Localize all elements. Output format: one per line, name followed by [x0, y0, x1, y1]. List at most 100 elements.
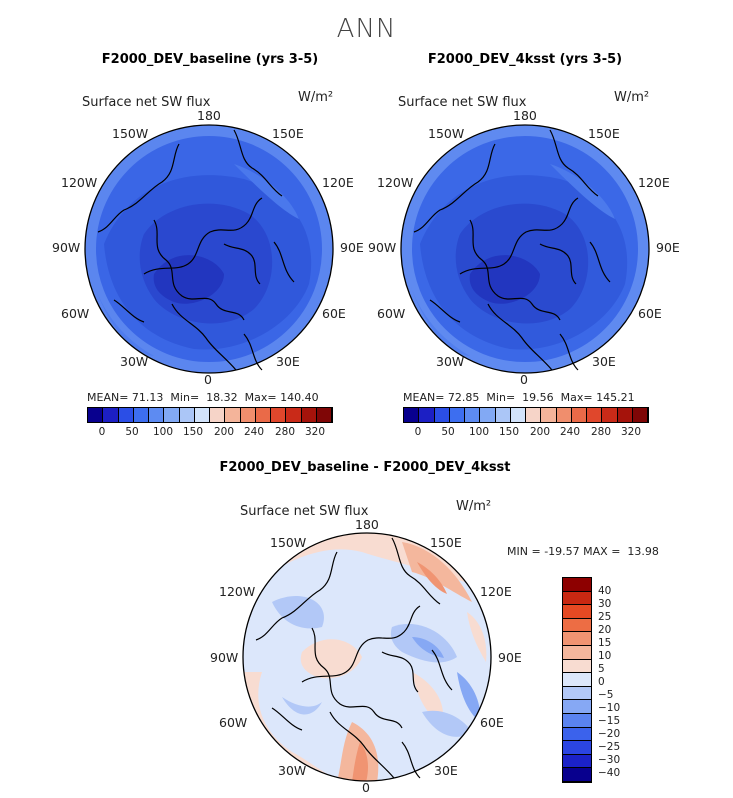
min-label: MIN =: [507, 545, 541, 558]
colorbar-tick: 0: [414, 426, 422, 438]
page-title: ANN: [336, 14, 397, 44]
colorbar-swatch: [617, 408, 633, 422]
min-value: -19.57: [544, 545, 580, 558]
colorbar-tick: −40: [598, 767, 621, 779]
variable-label: Surface net SW flux: [240, 504, 369, 519]
colorbar-swatch: [210, 408, 226, 422]
colorbar-swatch: [563, 754, 591, 769]
panel-title-4ksst: F2000_DEV_4ksst (yrs 3-5): [427, 52, 623, 67]
colorbar-swatch: [164, 408, 180, 422]
lon-label: 180: [197, 108, 221, 123]
lon-label: 30E: [276, 354, 300, 369]
lon-label: 90W: [210, 650, 239, 665]
colorbar-swatch: [563, 578, 591, 592]
lon-label: 60E: [322, 306, 346, 321]
stats-line: MEAN= 71.13 Min= 18.32 Max= 140.40: [87, 391, 319, 404]
lon-label: 30W: [278, 763, 307, 778]
colorbar-swatch: [495, 408, 511, 422]
lon-label: 180: [355, 517, 379, 532]
lon-label: 30E: [592, 354, 616, 369]
colorbar-swatch: [563, 700, 591, 714]
colorbar: [87, 407, 333, 423]
lon-label: 150W: [112, 126, 149, 141]
lon-label: 30E: [434, 763, 458, 778]
colorbar-tick: 25: [598, 611, 612, 623]
lon-label: 0: [520, 372, 528, 387]
lon-label: 90W: [52, 240, 81, 255]
max-label: Max=: [560, 391, 593, 404]
units-label: W/m²: [298, 90, 334, 105]
colorbar-swatch: [225, 408, 241, 422]
colorbar-swatch: [240, 408, 256, 422]
colorbar-swatch: [133, 408, 149, 422]
lon-label: 150W: [428, 126, 465, 141]
colorbar-swatch: [271, 408, 287, 422]
colorbar-swatch: [88, 408, 104, 422]
colorbar-tick: −10: [598, 702, 621, 714]
colorbar-tick: 150: [182, 426, 204, 438]
min-value: 18.32: [206, 391, 238, 404]
colorbar-swatch: [149, 408, 165, 422]
colorbar-swatch: [316, 408, 332, 422]
colorbar-tick: 200: [529, 426, 551, 438]
lon-label: 120E: [638, 175, 670, 190]
colorbar-swatch: [286, 408, 302, 422]
panel-title-baseline: F2000_DEV_baseline (yrs 3-5): [101, 52, 319, 67]
colorbar-tick: −30: [598, 754, 621, 766]
min-label: Min=: [486, 391, 516, 404]
lon-label: 120W: [61, 175, 98, 190]
colorbar-swatch: [563, 632, 591, 646]
colorbar-ticks: 0 50 100 150 200 240 280 320: [87, 426, 331, 440]
colorbar-swatch: [563, 727, 591, 742]
colorbar-tick: 10: [598, 650, 612, 662]
colorbar-tick: 0: [98, 426, 106, 438]
lon-label: 30W: [120, 354, 149, 369]
lon-label: 60E: [480, 715, 504, 730]
min-value: 19.56: [522, 391, 554, 404]
lon-label: 180: [513, 108, 537, 123]
colorbar-tick: 280: [274, 426, 296, 438]
colorbar-tick: 320: [620, 426, 642, 438]
colorbar-swatch: [480, 408, 496, 422]
difference-colorbar-ticks: 40 30 25 20 15 10 5 0 −5 −10 −15 −20 −25…: [598, 577, 658, 783]
colorbar-tick: 150: [498, 426, 520, 438]
units-label: W/m²: [614, 90, 650, 105]
colorbar-swatch: [563, 741, 591, 755]
colorbar-tick: 15: [598, 637, 612, 649]
colorbar-tick: 200: [213, 426, 235, 438]
mean-value: 71.13: [131, 391, 164, 404]
lon-label: 90W: [368, 240, 397, 255]
colorbar-swatch: [301, 408, 317, 422]
colorbar-tick: 50: [441, 426, 455, 438]
lon-label: 60E: [638, 306, 662, 321]
mean-label: MEAN=: [403, 391, 445, 404]
colorbar-tick: 100: [468, 426, 490, 438]
diff-stats: MIN = -19.57 MAX = 13.98: [507, 545, 659, 558]
panel-title-difference: F2000_DEV_baseline - F2000_DEV_4ksst: [219, 460, 511, 475]
colorbar-swatch: [563, 768, 591, 782]
colorbar-tick: 100: [152, 426, 174, 438]
lon-label: 60W: [219, 715, 248, 730]
max-value: 140.40: [280, 391, 319, 404]
colorbar-swatch: [556, 408, 572, 422]
colorbar-swatch: [255, 408, 271, 422]
lon-label: 90E: [656, 240, 680, 255]
colorbar-swatch: [563, 591, 591, 606]
mean-label: MEAN=: [87, 391, 129, 404]
min-label: Min=: [170, 391, 200, 404]
colorbar-tick: 240: [243, 426, 265, 438]
lon-label: 120E: [480, 584, 512, 599]
colorbar: [403, 407, 649, 423]
polar-map-4ksst: [400, 124, 650, 374]
max-label: MAX =: [583, 545, 621, 558]
colorbar-swatch: [449, 408, 465, 422]
polar-map-baseline: [84, 124, 334, 374]
colorbar-swatch: [563, 645, 591, 660]
max-value: 13.98: [627, 545, 659, 558]
lon-label: 60W: [377, 306, 406, 321]
colorbar-swatch: [103, 408, 119, 422]
variable-label: Surface net SW flux: [398, 95, 527, 110]
lon-label: 150W: [270, 535, 307, 550]
colorbar-swatch: [179, 408, 195, 422]
lon-label: 120W: [219, 584, 256, 599]
